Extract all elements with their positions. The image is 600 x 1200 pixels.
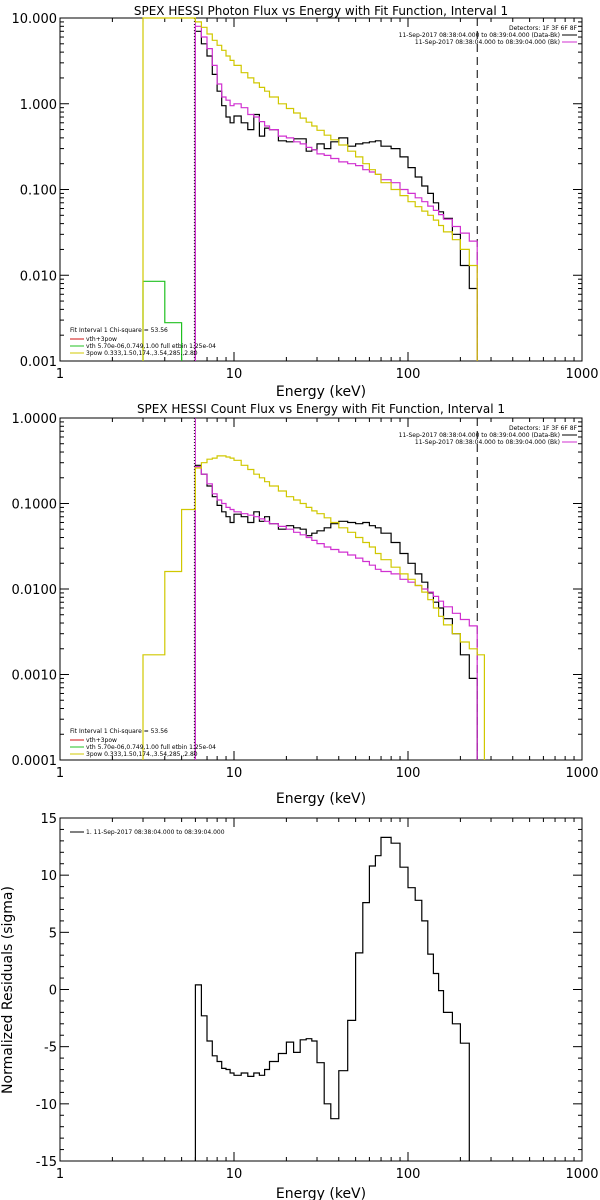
y-tick-label: -10 bbox=[36, 1098, 57, 1113]
y-tick-label: 10 bbox=[40, 869, 57, 884]
y-tick-label: 0.0010 bbox=[12, 669, 58, 684]
x-tick-label: 1 bbox=[56, 367, 64, 382]
x-tick-label: 100 bbox=[396, 766, 421, 781]
series-line-3 bbox=[142, 17, 478, 361]
x-axis-label: Energy (keV) bbox=[276, 1186, 366, 1200]
x-tick-label: 1 bbox=[56, 766, 64, 781]
series-group bbox=[142, 455, 485, 760]
residuals-panel: 1 10 100 1000 -15 -10 -5 0 5 10 15 Energy (keV) No… bbox=[0, 812, 599, 1200]
reference-lines bbox=[193, 18, 478, 361]
legend-entry: 11-Sep-2017 08:38:04.000 to 08:39:04.000… bbox=[399, 32, 560, 39]
legend-header: Detectors: 1F 3F 6F 8F bbox=[509, 25, 578, 32]
x-axis-label: Energy (keV) bbox=[276, 384, 366, 400]
fit-legend-entry: 3pow 0.333,1.50,174.,3.54,285.,2.80 bbox=[86, 751, 198, 758]
chart-title: SPEX HESSI Photon Flux vs Energy with Fi… bbox=[134, 4, 508, 18]
y-tick-label: 0.001 bbox=[20, 355, 57, 370]
y-tick-label: 0.0100 bbox=[12, 583, 58, 598]
photon-flux-panel: SPEX HESSI Photon Flux vs Energy with Fi… bbox=[12, 4, 599, 400]
x-tick-label: 1000 bbox=[565, 766, 598, 781]
y-tick-label: 0.0001 bbox=[12, 754, 58, 769]
fit-legend: Fit Interval 1 Chi-square = 53.56 vth+3p… bbox=[70, 728, 216, 758]
x-tick-label: 10 bbox=[226, 766, 243, 781]
legend: Detectors: 1F 3F 6F 8F 11-Sep-2017 08:38… bbox=[399, 25, 578, 46]
axis-ticks: 1 10 100 1000 -15 -10 -5 0 5 10 15 bbox=[36, 812, 599, 1182]
x-tick-label: 1000 bbox=[565, 367, 598, 382]
x-tick-label: 1000 bbox=[565, 1167, 598, 1182]
plot-frame bbox=[59, 17, 583, 362]
y-tick-label: 1.000 bbox=[20, 98, 57, 113]
y-tick-label: 10.000 bbox=[12, 12, 58, 27]
y-tick-label: 15 bbox=[40, 812, 57, 827]
chart-title: SPEX HESSI Count Flux vs Energy with Fit… bbox=[137, 402, 505, 416]
fit-legend-entry: vth+3pow bbox=[86, 737, 117, 744]
x-axis-label: Energy (keV) bbox=[276, 791, 366, 807]
reference-lines bbox=[193, 418, 478, 760]
series-line-1 bbox=[194, 25, 478, 361]
plot-frame bbox=[59, 817, 583, 1162]
fit-legend-entry: 3pow 0.333,1.50,174.,3.54,285.,2.80 bbox=[86, 350, 198, 357]
series-group bbox=[142, 17, 478, 361]
series-line-2 bbox=[142, 455, 485, 760]
legend-header: Detectors: 1F 3F 6F 8F bbox=[509, 425, 578, 432]
y-tick-label: 0.1000 bbox=[12, 498, 58, 513]
fit-legend-entry: vth+3pow bbox=[86, 336, 117, 343]
count-flux-panel: SPEX HESSI Count Flux vs Energy with Fit… bbox=[12, 402, 599, 807]
y-tick-label: -5 bbox=[44, 1041, 57, 1056]
x-tick-label: 10 bbox=[226, 1167, 243, 1182]
series-group bbox=[194, 836, 470, 1161]
legend-entry: 11-Sep-2017 08:38:04.000 to 08:39:04.000… bbox=[399, 432, 560, 439]
series-line-0 bbox=[194, 836, 470, 1161]
y-tick-label: 0.010 bbox=[20, 269, 57, 284]
plot-frame bbox=[59, 417, 583, 761]
y-tick-label: 5 bbox=[49, 926, 57, 941]
y-tick-label: 0 bbox=[49, 984, 57, 999]
axis-ticks: 1 10 100 1000 0.0001 0.0010 0.0100 0.1000 1.0000 bbox=[12, 412, 599, 781]
legend: 1. 11-Sep-2017 08:38:04.000 to 08:39:04.… bbox=[70, 829, 225, 836]
x-tick-label: 10 bbox=[226, 367, 243, 382]
fit-legend: Fit Interval 1 Chi-square = 53.56 vth+3p… bbox=[70, 327, 216, 357]
series-line-0 bbox=[194, 30, 478, 361]
y-tick-label: 0.100 bbox=[20, 184, 57, 199]
x-tick-label: 100 bbox=[396, 367, 421, 382]
y-axis-label: Normalized Residuals (sigma) bbox=[0, 886, 16, 1094]
x-tick-label: 100 bbox=[396, 1167, 421, 1182]
legend: Detectors: 1F 3F 6F 8F 11-Sep-2017 08:38… bbox=[399, 425, 578, 446]
series-line-0 bbox=[194, 464, 478, 760]
series-line-1 bbox=[194, 466, 478, 760]
fit-legend-entry: vth 5.70e-06,0.749,1.00 full etbin 1.25e… bbox=[86, 744, 216, 751]
x-tick-label: 1 bbox=[56, 1167, 64, 1182]
legend-entry: 1. 11-Sep-2017 08:38:04.000 to 08:39:04.… bbox=[86, 829, 225, 836]
y-tick-label: 1.0000 bbox=[12, 412, 58, 427]
fit-legend-entry: vth 5.70e-06,0.749,1.00 full etbin 1.25e… bbox=[86, 343, 216, 350]
y-tick-label: -15 bbox=[36, 1155, 57, 1170]
fit-legend-header: Fit Interval 1 Chi-square = 53.56 bbox=[70, 728, 168, 735]
legend-entry: 11-Sep-2017 08:38:04.000 to 08:39:04.000… bbox=[415, 439, 560, 446]
fit-legend-header: Fit Interval 1 Chi-square = 53.56 bbox=[70, 327, 168, 334]
legend-entry: 11-Sep-2017 08:38:04.000 to 08:39:04.000… bbox=[415, 39, 560, 46]
